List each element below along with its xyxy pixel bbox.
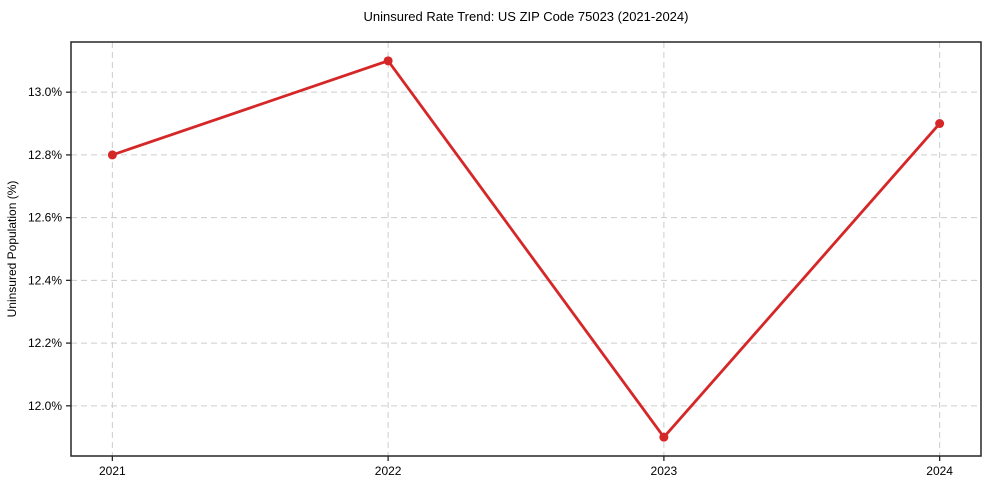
y-axis-label: Uninsured Population (%) <box>5 181 19 318</box>
data-point-2023 <box>659 432 669 442</box>
x-tick-label: 2023 <box>651 464 678 478</box>
chart-title: Uninsured Rate Trend: US ZIP Code 75023 … <box>364 9 689 24</box>
x-tick-label: 2024 <box>926 464 953 478</box>
y-tick-label: 12.4% <box>28 273 62 287</box>
y-tick-label: 12.6% <box>28 211 62 225</box>
data-point-2024 <box>935 119 945 129</box>
y-tick-label: 13.0% <box>28 85 62 99</box>
plot-area: 12.0% 12.2% 12.4% 12.6% 12.8% 13.0% 2021 2022 20… <box>28 41 982 478</box>
data-point-2021 <box>107 150 117 160</box>
x-tick-label: 2022 <box>375 464 402 478</box>
y-tick-label: 12.2% <box>28 336 62 350</box>
y-tick-label: 12.0% <box>28 399 62 413</box>
x-tick-label: 2021 <box>99 464 126 478</box>
plot-frame <box>70 41 982 457</box>
trend-line <box>110 59 942 439</box>
data-point-2022 <box>383 56 393 66</box>
y-tick-label: 12.8% <box>28 148 62 162</box>
